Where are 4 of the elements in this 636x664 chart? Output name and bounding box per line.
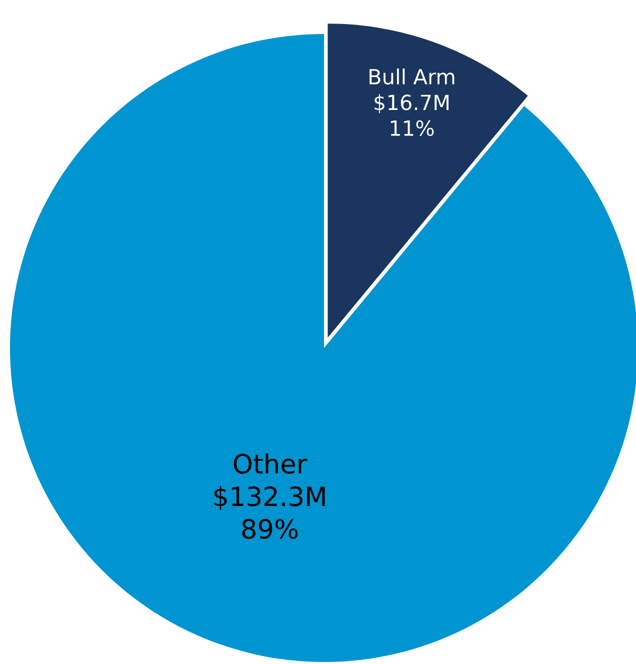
data-label: $16.7M 11% — [374, 94, 449, 136]
slice-label: Bull Arm — [370, 68, 454, 85]
slice-label: Other — [234, 453, 308, 474]
data-label: $132.3M 89% — [214, 486, 325, 539]
